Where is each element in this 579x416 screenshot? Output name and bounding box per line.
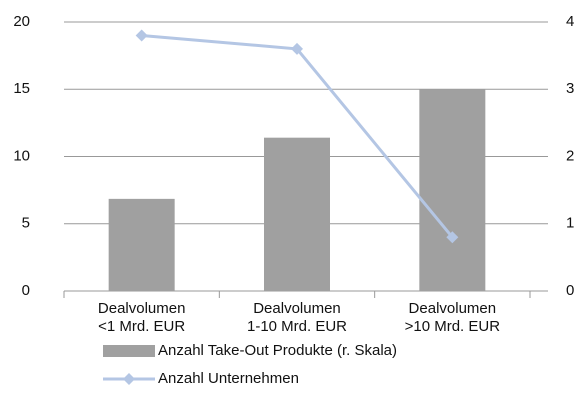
- y-tick-label: 20: [13, 13, 30, 30]
- legend-label: Anzahl Unternehmen: [158, 370, 299, 387]
- x-tick-label: >10 Mrd. EUR: [405, 318, 501, 335]
- y-tick-label: 15: [13, 80, 30, 97]
- y2-tick-label: 3: [566, 80, 574, 97]
- x-tick-label: 1-10 Mrd. EUR: [247, 318, 347, 335]
- x-tick-label: Dealvolumen: [253, 300, 341, 317]
- marker: [446, 231, 459, 244]
- y-tick-label: 0: [22, 282, 30, 299]
- y-tick-label: 5: [22, 215, 30, 232]
- legend-swatch: [103, 345, 155, 357]
- legend-marker: [123, 373, 135, 385]
- y2-tick-label: 2: [566, 147, 574, 164]
- legend-label: Anzahl Take-Out Produkte (r. Skala): [158, 342, 397, 359]
- bar: [419, 89, 486, 291]
- x-tick-label: Dealvolumen: [409, 300, 497, 317]
- y2-tick-label: 1: [566, 215, 574, 232]
- bar: [264, 137, 330, 291]
- marker: [291, 42, 303, 55]
- bar: [108, 198, 175, 291]
- y2-tick-label: 0: [566, 282, 574, 299]
- x-tick-label: <1 Mrd. EUR: [98, 318, 185, 335]
- x-tick-label: Dealvolumen: [98, 300, 186, 317]
- y-tick-label: 10: [13, 147, 30, 164]
- marker: [135, 29, 148, 42]
- y2-tick-label: 4: [566, 13, 574, 30]
